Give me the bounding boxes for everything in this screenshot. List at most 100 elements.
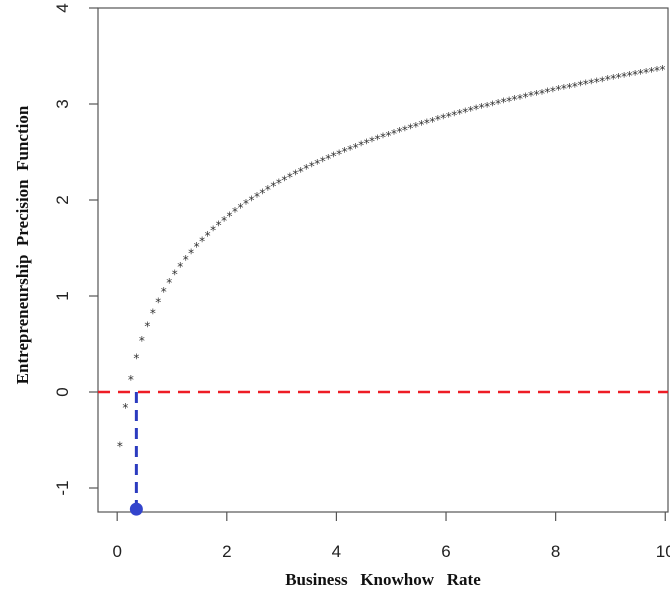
data-point: * [462,106,469,120]
data-point: * [440,112,447,126]
data-point: * [549,84,556,98]
data-point: * [171,268,178,282]
data-point: * [182,253,189,267]
data-point: * [445,110,452,124]
data-point: * [220,214,227,228]
y-tick-label: -1 [53,480,72,495]
x-tick-label: 8 [551,542,560,561]
data-point: * [593,75,600,89]
data-point: * [144,319,151,333]
data-point: * [467,104,474,118]
data-point: * [253,190,260,204]
data-point: * [626,69,633,83]
data-point: * [631,68,638,82]
data-point: * [177,260,184,274]
data-point: * [379,131,386,145]
data-point: * [352,141,359,155]
data-point: * [604,73,611,87]
root-point [129,502,143,516]
data-point: * [659,63,666,77]
data-point: * [484,100,491,114]
data-point: * [303,162,310,176]
data-point: * [259,186,266,200]
data-point: * [209,224,216,238]
data-point: * [505,94,512,108]
data-point: * [418,118,425,132]
data-point: * [330,150,337,164]
data-point: * [610,72,617,86]
data-point: * [248,193,255,207]
data-points: ****************************************… [116,63,666,454]
data-point: * [281,174,288,188]
data-point: * [653,64,660,78]
data-point: * [346,143,353,157]
data-point: * [319,155,326,169]
data-point: * [451,109,458,123]
x-tick-label: 6 [441,542,450,561]
data-point: * [166,276,173,290]
data-point: * [429,115,436,129]
data-point: * [500,96,507,110]
data-point: * [555,83,562,97]
y-axis-title: Entrepreneurship Precision Function [13,105,32,384]
data-point: * [127,373,134,387]
data-point: * [434,113,441,127]
y-tick-label: 1 [53,291,72,300]
data-point: * [270,180,277,194]
data-point: * [275,177,282,191]
x-tick-label: 2 [222,542,231,561]
data-point: * [527,89,534,103]
data-point: * [390,127,397,141]
data-point: * [237,201,244,215]
data-point: * [286,171,293,185]
data-point: * [544,86,551,100]
data-point: * [116,440,123,454]
data-point: * [122,401,129,415]
data-point: * [516,92,523,106]
data-point: * [193,240,200,254]
data-point: * [133,352,140,366]
data-point: * [599,74,606,88]
data-point: * [396,125,403,139]
reference-lines [98,390,668,516]
y-axis: -1 0 1 2 3 4 [53,3,98,496]
data-point: * [522,90,529,104]
data-point: * [533,88,540,102]
data-point: * [642,66,649,80]
data-point: * [155,295,162,309]
data-point: * [494,97,501,111]
x-tick-label: 10 [656,542,670,561]
x-axis-title: Business Knowhow Rate [285,570,481,589]
data-point: * [615,71,622,85]
data-point: * [160,285,167,299]
data-point: * [297,165,304,179]
data-point: * [215,219,222,233]
data-point: * [478,101,485,115]
data-point: * [199,234,206,248]
data-point: * [588,76,595,90]
data-point: * [456,107,463,121]
data-point: * [314,157,321,171]
x-tick-label: 4 [332,542,341,561]
data-point: * [242,197,249,211]
data-point: * [511,93,518,107]
data-point: * [621,70,628,84]
data-point: * [325,152,332,166]
y-tick-label: 3 [53,99,72,108]
data-point: * [538,87,545,101]
data-point: * [560,82,567,96]
data-point: * [368,135,375,149]
data-point: * [149,307,156,321]
plot-frame [97,7,669,513]
data-point: * [401,123,408,137]
plot-border [97,7,669,513]
data-point: * [188,246,195,260]
data-point: * [138,334,145,348]
data-point: * [385,129,392,143]
data-point: * [226,210,233,224]
data-point: * [264,183,271,197]
data-point: * [473,103,480,117]
data-point: * [308,160,315,174]
x-tick-label: 0 [112,542,121,561]
